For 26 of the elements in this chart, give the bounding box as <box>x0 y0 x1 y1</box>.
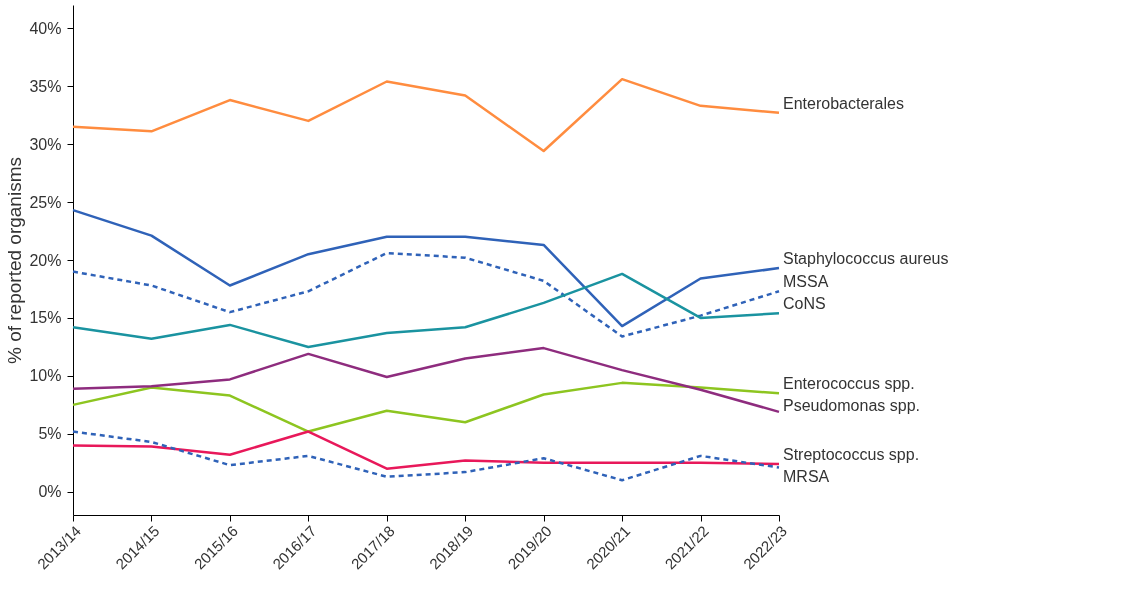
series-label: Staphylococcus aureus <box>783 250 949 268</box>
y-tick-label: 20% <box>29 251 62 269</box>
y-tick-label: 15% <box>29 309 62 327</box>
series-label: MRSA <box>783 468 830 485</box>
series-label: Enterobacterales <box>783 94 904 112</box>
line-series <box>71 272 781 349</box>
y-tick-label: 30% <box>29 135 62 153</box>
series-label: CoNS <box>783 295 826 313</box>
series-label: Enterococcus spp. <box>783 375 915 393</box>
y-axis-title: % of reported organisms <box>4 157 26 364</box>
line-series <box>71 430 781 470</box>
y-tick-label: 0% <box>38 483 62 501</box>
line-series <box>71 346 781 414</box>
series-label: Streptococcus spp. <box>783 446 920 463</box>
y-tick-label: 40% <box>29 19 62 37</box>
series-label: MSSA <box>783 273 829 291</box>
line-series <box>71 251 781 338</box>
line-series <box>71 381 781 433</box>
y-tick-label: 25% <box>29 193 62 211</box>
y-tick-label: 10% <box>29 367 62 385</box>
line-series <box>71 430 781 482</box>
line-series <box>71 208 781 328</box>
y-tick-label: 35% <box>29 77 62 95</box>
series-label: Pseudomonas spp. <box>783 397 920 415</box>
y-tick-label: 5% <box>38 425 62 443</box>
line-series <box>71 77 781 153</box>
